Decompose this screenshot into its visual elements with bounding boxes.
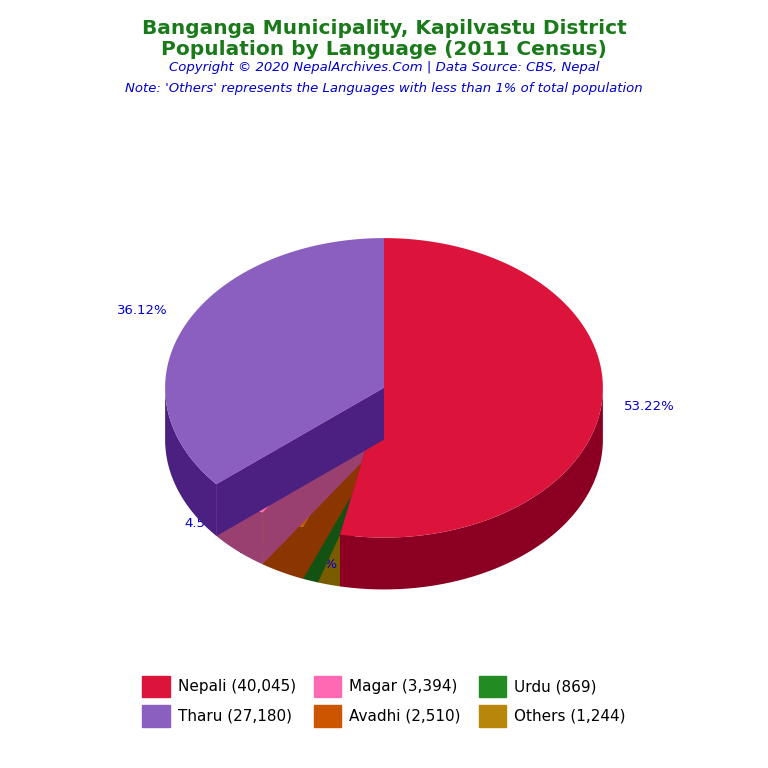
Polygon shape [318, 388, 384, 582]
Text: 3.34%: 3.34% [239, 543, 281, 556]
Text: 53.22%: 53.22% [624, 400, 675, 413]
Text: Population by Language (2011 Census): Population by Language (2011 Census) [161, 40, 607, 59]
Text: Banganga Municipality, Kapilvastu District: Banganga Municipality, Kapilvastu Distri… [141, 19, 627, 38]
Text: 4.51%: 4.51% [185, 518, 227, 531]
Polygon shape [165, 238, 384, 484]
Polygon shape [318, 531, 340, 587]
Polygon shape [217, 388, 384, 536]
Polygon shape [340, 238, 603, 538]
Polygon shape [303, 388, 384, 531]
Text: 1.65%: 1.65% [296, 558, 338, 571]
Polygon shape [263, 388, 384, 564]
Polygon shape [165, 389, 217, 536]
Text: 1.15%: 1.15% [273, 554, 316, 567]
Polygon shape [303, 527, 318, 582]
Polygon shape [217, 484, 263, 564]
Polygon shape [263, 388, 384, 527]
Polygon shape [263, 388, 384, 564]
Polygon shape [303, 388, 384, 579]
Text: 36.12%: 36.12% [117, 304, 167, 317]
Polygon shape [318, 388, 384, 582]
Polygon shape [340, 388, 384, 587]
Polygon shape [217, 388, 384, 512]
Polygon shape [303, 388, 384, 579]
Text: Copyright © 2020 NepalArchives.Com | Data Source: CBS, Nepal: Copyright © 2020 NepalArchives.Com | Dat… [169, 61, 599, 74]
Text: Note: 'Others' represents the Languages with less than 1% of total population: Note: 'Others' represents the Languages … [125, 82, 643, 95]
Legend: Nepali (40,045), Tharu (27,180), Magar (3,394), Avadhi (2,510), Urdu (869), Othe: Nepali (40,045), Tharu (27,180), Magar (… [134, 668, 634, 734]
Polygon shape [263, 512, 303, 579]
Polygon shape [340, 388, 384, 587]
Polygon shape [340, 389, 603, 589]
Polygon shape [217, 388, 384, 536]
Polygon shape [318, 388, 384, 535]
